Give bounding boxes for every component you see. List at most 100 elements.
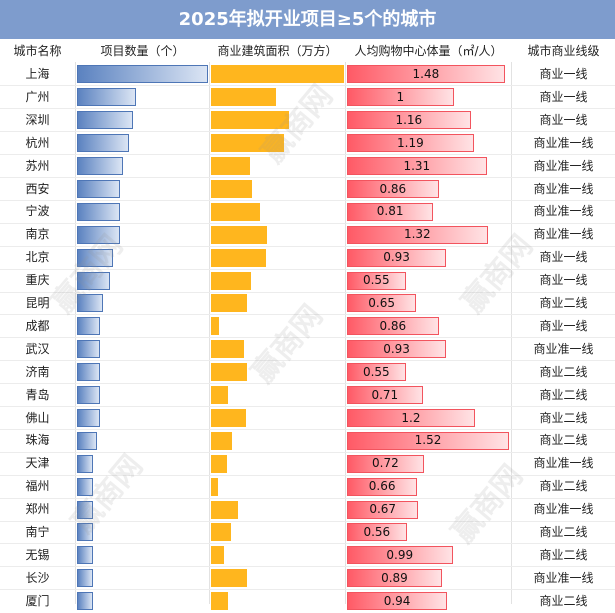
- per-capita-label: 0.66: [368, 479, 396, 494]
- area-bar: [211, 500, 238, 519]
- projects-bar: [77, 363, 100, 382]
- city-label: 珠海: [25, 433, 50, 448]
- city-label: 长沙: [25, 570, 50, 585]
- tier-label: 商业准一线: [533, 456, 594, 471]
- row-separator: [0, 108, 615, 110]
- tier-label: 商业准一线: [533, 135, 594, 150]
- row-separator: [0, 360, 615, 362]
- city-label: 昆明: [25, 296, 50, 310]
- tier-label: 商业一线: [539, 112, 588, 127]
- area-bar: [211, 546, 225, 565]
- tier-label: 商业准一线: [533, 158, 594, 173]
- tier-label: 商业准一线: [533, 502, 594, 517]
- tier-label: 商业准一线: [533, 204, 594, 219]
- area-bar: [211, 157, 250, 176]
- tier-label: 商业二线: [539, 433, 588, 448]
- row-separator: [0, 245, 615, 247]
- projects-bar: [77, 500, 94, 519]
- projects-bar: [77, 88, 136, 107]
- city-label: 杭州: [25, 135, 50, 150]
- row-separator: [0, 154, 615, 156]
- row-separator: [0, 177, 615, 178]
- row-separator: [0, 451, 615, 453]
- city-label: 郑州: [25, 502, 50, 517]
- city-label: 佛山: [25, 410, 50, 425]
- column-divider: [75, 62, 76, 604]
- row-separator: [0, 222, 615, 224]
- per-capita-label: 1.2: [401, 410, 421, 425]
- row-separator: [0, 383, 615, 385]
- area-bar: [211, 294, 247, 313]
- per-capita-label: 0.67: [369, 502, 397, 517]
- city-label: 重庆: [25, 273, 50, 288]
- per-capita-bar: [347, 88, 454, 107]
- row-separator: [0, 589, 615, 591]
- row-separator: [0, 406, 615, 407]
- area-bar: [211, 88, 277, 107]
- tier-label: 商业一线: [539, 67, 588, 81]
- tier-label: 商业二线: [539, 410, 588, 425]
- per-capita-label: 0.89: [381, 570, 408, 585]
- per-capita-label: 1.31: [403, 158, 431, 173]
- per-capita-bar: [347, 294, 417, 313]
- city-label: 北京: [25, 250, 50, 265]
- city-label: 武汉: [25, 341, 50, 356]
- per-capita-label: 0.93: [383, 341, 410, 356]
- area-bar: [211, 477, 218, 496]
- area-bar: [211, 523, 231, 542]
- projects-bar: [77, 65, 208, 84]
- area-bar: [211, 569, 247, 588]
- tier-label: 商业二线: [539, 364, 588, 379]
- area-bar: [211, 134, 285, 153]
- projects-bar: [77, 408, 100, 427]
- per-capita-bar: [347, 225, 488, 244]
- tier-label: 商业准一线: [533, 181, 594, 196]
- tier-label: 商业一线: [539, 89, 588, 104]
- area-bar: [211, 179, 253, 198]
- per-capita-label: 0.81: [376, 204, 404, 219]
- city-label: 深圳: [25, 112, 50, 127]
- tier-label: 商业二线: [539, 525, 588, 539]
- tier-label: 商业二线: [539, 547, 588, 562]
- per-capita-label: 0.56: [363, 525, 391, 539]
- per-capita-bar: [347, 134, 474, 153]
- area-bar: [211, 271, 251, 290]
- tier-label: 商业一线: [539, 318, 588, 333]
- area-bar: [211, 340, 245, 359]
- projects-bar: [77, 317, 100, 336]
- area-bar: [211, 248, 266, 267]
- projects-bar: [77, 157, 123, 176]
- per-capita-bar: [347, 111, 471, 130]
- area-bar: [211, 317, 219, 336]
- header-area: 商业建筑面积（万方）: [217, 44, 338, 58]
- per-capita-bar: [347, 271, 406, 290]
- per-capita-bar: [347, 179, 439, 198]
- per-capita-bar: [347, 202, 434, 221]
- row-separator: [0, 85, 615, 87]
- chart-title: 2025年拟开业项目≥5个的城市: [0, 0, 615, 39]
- column-divider: [209, 62, 210, 604]
- projects-bar: [77, 523, 94, 542]
- city-label: 无锡: [25, 547, 50, 562]
- row-separator: [0, 268, 615, 270]
- projects-bar: [77, 294, 104, 313]
- city-label: 西安: [25, 181, 50, 196]
- area-bar: [211, 202, 261, 221]
- per-capita-label: 0.86: [379, 318, 407, 333]
- column-divider: [345, 62, 346, 604]
- city-label: 福州: [25, 479, 50, 494]
- projects-bar: [77, 592, 94, 611]
- city-label: 济南: [25, 364, 50, 379]
- city-label: 南宁: [25, 525, 50, 539]
- area-bar: [211, 408, 246, 427]
- per-capita-label: 0.94: [383, 593, 411, 608]
- per-capita-bar: [347, 546, 453, 565]
- per-capita-bar: [347, 523, 407, 542]
- per-capita-label: 1.19: [397, 135, 424, 150]
- area-bar: [211, 386, 229, 405]
- area-bar: [211, 592, 229, 611]
- per-capita-bar: [347, 454, 424, 473]
- projects-bar: [77, 134, 130, 153]
- area-bar: [211, 225, 267, 244]
- row-separator: [0, 543, 615, 545]
